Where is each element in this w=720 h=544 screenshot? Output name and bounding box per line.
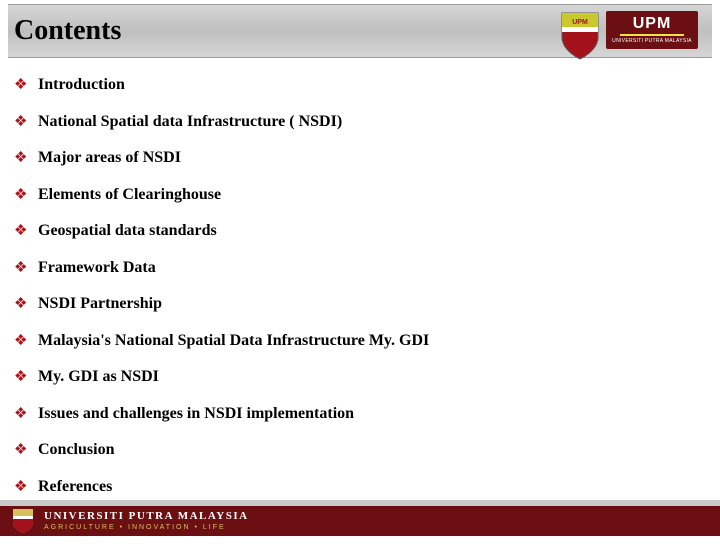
upm-logo-block: UPM UNIVERSITI PUTRA MALAYSIA — [606, 11, 698, 49]
diamond-bullet-icon: ❖ — [14, 405, 28, 423]
list-item: ❖ Geospatial data standards — [8, 222, 712, 240]
logo-group: UPM UPM UNIVERSITI PUTRA MALAYSIA — [560, 11, 698, 61]
diamond-bullet-icon: ❖ — [14, 368, 28, 386]
contents-list: ❖ Introduction ❖ National Spatial data I… — [0, 58, 720, 496]
list-item-text: Malaysia's National Spatial Data Infrast… — [38, 332, 429, 350]
list-item: ❖ Conclusion — [8, 441, 712, 459]
list-item: ❖ My. GDI as NSDI — [8, 368, 712, 386]
list-item: ❖ References — [8, 478, 712, 496]
page-title: Contents — [8, 15, 121, 47]
list-item-text: My. GDI as NSDI — [38, 368, 159, 386]
list-item: ❖ Elements of Clearinghouse — [8, 186, 712, 204]
list-item-text: Issues and challenges in NSDI implementa… — [38, 405, 354, 423]
diamond-bullet-icon: ❖ — [14, 295, 28, 313]
list-item: ❖ Major areas of NSDI — [8, 149, 712, 167]
footer-shield-icon — [12, 508, 34, 534]
upm-logo-accent — [620, 34, 684, 36]
diamond-bullet-icon: ❖ — [14, 186, 28, 204]
list-item: ❖ Issues and challenges in NSDI implemen… — [8, 405, 712, 423]
diamond-bullet-icon: ❖ — [14, 441, 28, 459]
diamond-bullet-icon: ❖ — [14, 259, 28, 277]
upm-logo-subtitle: UNIVERSITI PUTRA MALAYSIA — [612, 39, 692, 44]
list-item: ❖ NSDI Partnership — [8, 295, 712, 313]
list-item-text: Geospatial data standards — [38, 222, 217, 240]
list-item-text: Framework Data — [38, 259, 156, 277]
list-item: ❖ Malaysia's National Spatial Data Infra… — [8, 332, 712, 350]
footer-text: UNIVERSITI PUTRA MALAYSIA AGRICULTURE • … — [44, 511, 249, 531]
list-item-text: NSDI Partnership — [38, 295, 162, 313]
list-item-text: National Spatial data Infrastructure ( N… — [38, 113, 342, 131]
header-bar: Contents UPM UPM UNIVERSITI PUTRA MALAYS… — [8, 4, 712, 58]
list-item-text: Conclusion — [38, 441, 114, 459]
upm-logo-label: UPM — [633, 16, 672, 32]
diamond-bullet-icon: ❖ — [14, 149, 28, 167]
shield-icon: UPM — [560, 11, 600, 61]
diamond-bullet-icon: ❖ — [14, 113, 28, 131]
diamond-bullet-icon: ❖ — [14, 332, 28, 350]
footer-main: UNIVERSITI PUTRA MALAYSIA AGRICULTURE • … — [0, 506, 720, 536]
list-item-text: Major areas of NSDI — [38, 149, 181, 167]
list-item: ❖ Framework Data — [8, 259, 712, 277]
svg-text:UPM: UPM — [572, 19, 588, 26]
list-item: ❖ Introduction — [8, 76, 712, 94]
list-item-text: References — [38, 478, 112, 496]
footer-bar: UNIVERSITI PUTRA MALAYSIA AGRICULTURE • … — [0, 500, 720, 536]
list-item-text: Introduction — [38, 76, 125, 94]
footer-tagline: AGRICULTURE • INNOVATION • LIFE — [44, 524, 249, 531]
footer-university: UNIVERSITI PUTRA MALAYSIA — [44, 511, 249, 522]
diamond-bullet-icon: ❖ — [14, 222, 28, 240]
diamond-bullet-icon: ❖ — [14, 76, 28, 94]
list-item: ❖ National Spatial data Infrastructure (… — [8, 113, 712, 131]
diamond-bullet-icon: ❖ — [14, 478, 28, 496]
list-item-text: Elements of Clearinghouse — [38, 186, 221, 204]
